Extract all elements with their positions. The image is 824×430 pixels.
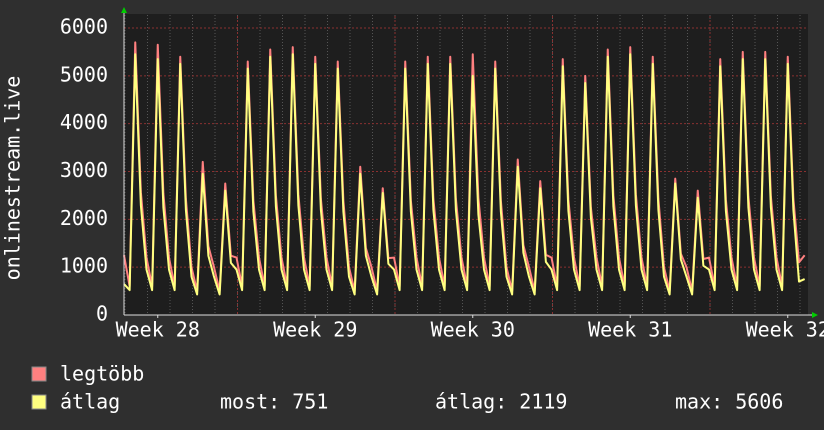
x-tick-label: Week 28 (116, 318, 200, 342)
lines (123, 41, 806, 296)
stat: most: 751 (220, 390, 328, 414)
labels: 0 1000 2000 3000 4000 5000 6000 Week 28 Week 29 W… (60, 15, 824, 342)
legend-swatch (31, 394, 47, 410)
legend-swatch (31, 366, 47, 382)
x-tick-label: Week 29 (273, 318, 357, 342)
stat: max: 5606 (675, 390, 783, 414)
y-tick-label: 1000 (60, 254, 108, 278)
x-tick-label: Week 30 (431, 318, 515, 342)
major-grid (124, 14, 808, 315)
series-line (123, 41, 806, 293)
x-tick-label: Week 31 (588, 318, 672, 342)
y-tick-label: 2000 (60, 206, 108, 230)
legend-label: átlag (60, 390, 120, 414)
y-axis-label: onlinestream.live (1, 76, 25, 281)
y-tick-label: 0 (96, 302, 108, 326)
y-arrow (121, 7, 127, 13)
x-arrow (812, 312, 818, 318)
y-tick-label: 6000 (60, 15, 108, 39)
stat: átlag: 2119 (435, 390, 567, 414)
y-tick-label: 4000 (60, 110, 108, 134)
x-tick-label: Week 32 (746, 318, 824, 342)
legend-label: legtöbb (60, 362, 144, 386)
y-tick-label: 5000 (60, 62, 108, 86)
series-line (123, 53, 806, 296)
y-tick-label: 3000 (60, 158, 108, 182)
